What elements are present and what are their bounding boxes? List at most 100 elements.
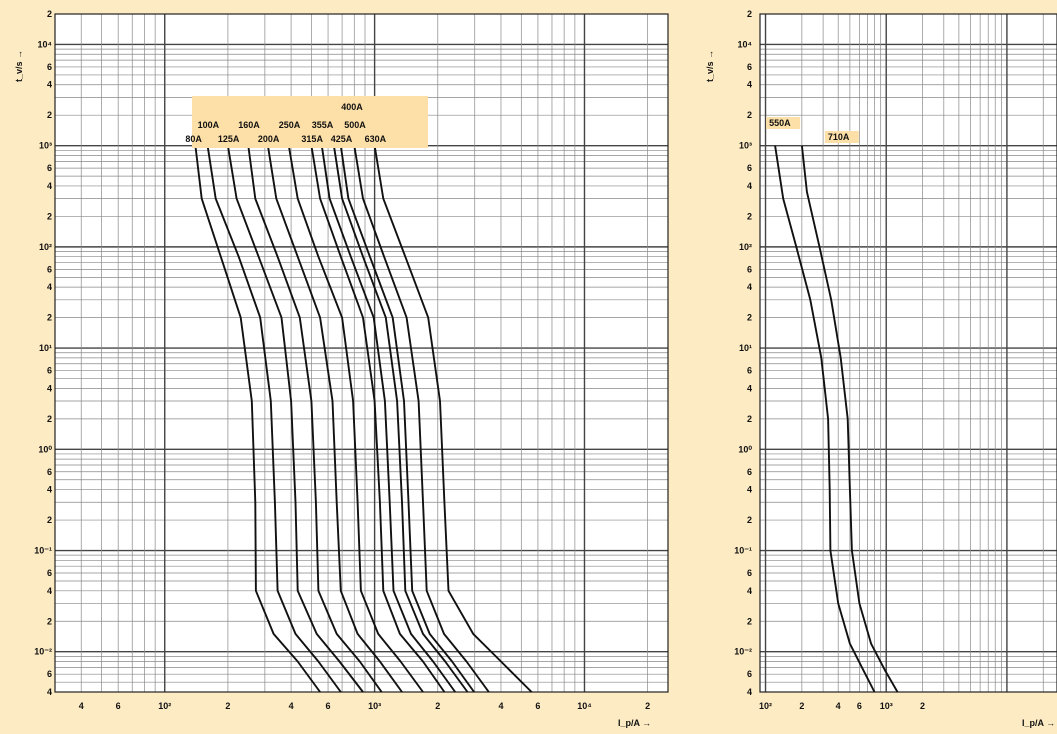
- series-label-315A: 315A: [301, 134, 323, 144]
- y-tick-label: 6: [747, 62, 752, 72]
- x-tick-label: 4: [498, 701, 503, 711]
- y-tick-label: 10⁰: [738, 444, 752, 454]
- y-tick-label: 2: [747, 515, 752, 525]
- x-tick-label: 2: [645, 701, 650, 711]
- series-label-160A: 160A: [238, 120, 260, 130]
- x-tick-label: 10³: [368, 701, 381, 711]
- y-tick-label: 6: [47, 568, 52, 578]
- series-group: [774, 145, 899, 693]
- x-tick-label: 2: [920, 701, 925, 711]
- series-line-355A: [320, 145, 456, 693]
- x-tick-label: 4: [289, 701, 294, 711]
- series-line-710A: [800, 145, 899, 693]
- series-label-80A: 80A: [185, 134, 202, 144]
- series-line-315A: [310, 145, 446, 693]
- series-line-425A: [339, 145, 475, 693]
- y-tick-label: 10¹: [739, 343, 752, 353]
- x-tick-label: 2: [799, 701, 804, 711]
- series-label-box: [766, 117, 801, 129]
- y-tick-label: 4: [47, 687, 52, 697]
- y-tick-label: 10¹: [39, 343, 52, 353]
- series-label-200A: 200A: [258, 134, 280, 144]
- series-line-550A: [774, 145, 876, 693]
- y-tick-label: 6: [747, 568, 752, 578]
- y-tick-label: 6: [47, 264, 52, 274]
- left-chart-panel: 2 10⁴ 6 4 2 10³ 6 4 2 10² 6 4 2 10¹ 6 4 2 10⁰ 6 4 2 10⁻¹ 6 4 2 10…: [14, 9, 669, 728]
- series-label-630A: 630A: [365, 134, 387, 144]
- y-tick-label: 6: [47, 467, 52, 477]
- x-tick-label: 2: [225, 701, 230, 711]
- series-label-250A: 250A: [279, 120, 301, 130]
- y-tick-label: 2: [747, 110, 752, 120]
- legend-box: [192, 96, 428, 148]
- legend-box-label: 400A: [341, 102, 363, 112]
- y-tick-label: 2: [47, 515, 52, 525]
- x-tick-label: 6: [857, 701, 862, 711]
- y-tick-label: 2: [47, 414, 52, 424]
- y-tick-label: 2: [747, 616, 752, 626]
- y-axis-label: t_v/s →: [705, 50, 715, 82]
- y-tick-label: 4: [47, 485, 52, 495]
- y-tick-label: 2: [747, 313, 752, 323]
- y-tick-label: 6: [47, 62, 52, 72]
- series-line-630A: [373, 145, 533, 693]
- y-tick-label: 4: [747, 181, 752, 191]
- series-group: [194, 145, 533, 693]
- y-tick-label: 6: [747, 163, 752, 173]
- y-tick-label: 6: [747, 264, 752, 274]
- x-tick-label: 10³: [880, 701, 893, 711]
- y-tick-label: 4: [47, 383, 52, 393]
- grid: [759, 13, 1057, 693]
- series-label-box: [824, 131, 859, 143]
- series-label-355A: 355A: [312, 120, 334, 130]
- y-tick-label: 4: [47, 586, 52, 596]
- y-tick-label: 6: [47, 366, 52, 376]
- series-label-425A: 425A: [331, 134, 353, 144]
- y-tick-label: 6: [47, 669, 52, 679]
- y-tick-label: 10⁻²: [34, 647, 52, 657]
- y-tick-label: 6: [747, 467, 752, 477]
- y-tick-label: 10³: [739, 141, 752, 151]
- y-tick-label: 4: [47, 282, 52, 292]
- y-tick-label: 10⁰: [38, 444, 52, 454]
- y-tick-label: 2: [747, 211, 752, 221]
- y-tick-label: 10²: [739, 242, 752, 252]
- y-axis-label: t_v/s →: [14, 50, 24, 82]
- y-tick-label: 4: [747, 80, 752, 90]
- y-tick-label: 10⁴: [738, 39, 752, 49]
- right-chart-panel: 2 10⁴ 6 4 2 10³ 6 4 2 10² 6 4 2 10¹ 6 4 2 10⁰ 6 4 2 10⁻¹ 6 4 2 10…: [705, 9, 1057, 728]
- series-label-100A: 100A: [198, 120, 220, 130]
- y-tick-label: 2: [47, 211, 52, 221]
- series-label-125A: 125A: [218, 134, 240, 144]
- x-tick-label: 10⁴: [577, 701, 591, 711]
- series-line-100A: [206, 145, 342, 693]
- y-tick-label: 6: [47, 163, 52, 173]
- x-tick-label: 10²: [759, 701, 772, 711]
- y-tick-label: 2: [47, 313, 52, 323]
- y-tick-label: 10⁻²: [734, 647, 752, 657]
- series-line-400A: [332, 145, 469, 693]
- y-tick-label: 4: [747, 485, 752, 495]
- y-tick-label: 6: [747, 669, 752, 679]
- y-tick-label: 4: [747, 282, 752, 292]
- x-tick-label: 4: [79, 701, 84, 711]
- y-tick-label: 2: [747, 414, 752, 424]
- y-tick-label: 10⁻¹: [34, 546, 52, 556]
- x-tick-label: 2: [435, 701, 440, 711]
- y-tick-label: 10⁴: [38, 39, 52, 49]
- series-label-500A: 500A: [344, 120, 366, 130]
- series-label-550A: 550A: [769, 118, 791, 128]
- y-tick-label: 4: [747, 383, 752, 393]
- y-tick-label: 10³: [39, 141, 52, 151]
- x-tick-label: 6: [535, 701, 540, 711]
- x-axis-label: I_p/A →: [1022, 718, 1055, 728]
- y-tick-label: 6: [747, 366, 752, 376]
- y-tick-label: 10²: [39, 242, 52, 252]
- y-tick-label: 4: [47, 80, 52, 90]
- y-tick-label: 2: [47, 110, 52, 120]
- series-line-80A: [194, 145, 321, 693]
- y-tick-label: 2: [47, 616, 52, 626]
- x-axis-label: I_p/A →: [618, 718, 651, 728]
- series-label-710A: 710A: [828, 132, 850, 142]
